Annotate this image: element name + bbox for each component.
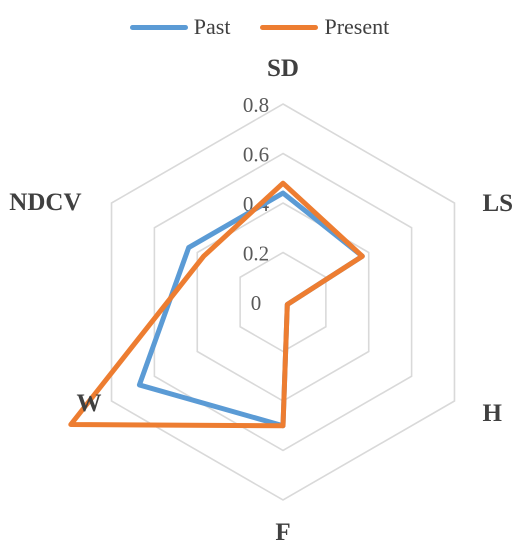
axis-label-f: F xyxy=(275,519,290,546)
legend: Past Present xyxy=(0,14,519,40)
legend-label-present: Present xyxy=(324,14,390,39)
axis-label-ndcv: NDCV xyxy=(9,189,81,216)
axis-label-sd: SD xyxy=(267,55,299,82)
tick-label-3: 0.6 xyxy=(243,143,269,167)
legend-label-past: Past xyxy=(193,14,231,39)
axis-label-w: W xyxy=(77,390,102,417)
tick-label-1: 0.2 xyxy=(243,242,269,266)
legend-swatch-present xyxy=(260,24,319,30)
gridline-ring-3 xyxy=(153,152,413,452)
series-line-present xyxy=(68,180,365,429)
gridline-ring-4 xyxy=(110,103,456,501)
legend-swatch-past xyxy=(129,24,188,30)
legend-item-present: Present xyxy=(260,14,389,40)
axis-label-h: H xyxy=(482,400,502,427)
axis-label-ls: LS xyxy=(482,190,513,217)
tick-label-4: 0.8 xyxy=(243,93,269,117)
legend-item-past: Past xyxy=(129,14,231,40)
tick-label-0: 0 xyxy=(251,291,262,315)
